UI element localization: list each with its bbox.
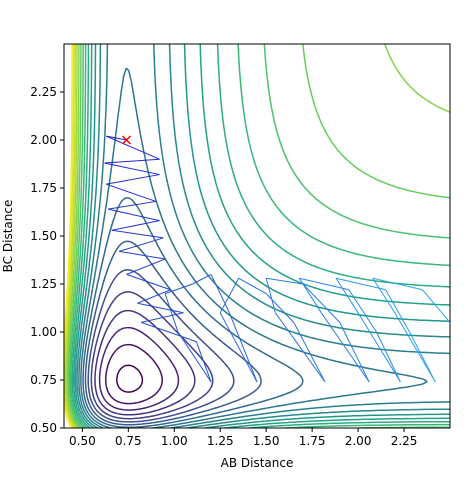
trajectory-segment [177,331,212,383]
y-tick-label: 2.00 [30,133,57,147]
trajectory-segment [298,277,322,314]
trajectory-segment [119,250,166,260]
trajectory-segment [228,312,258,383]
trajectory-segment [106,183,157,202]
contour-level-line [67,44,450,428]
trajectory-segment [335,277,386,291]
x-tick-label: 1.50 [253,434,280,448]
start-marker [121,135,132,145]
contour-level-line [104,343,163,405]
x-tick-label: 1.75 [299,434,326,448]
y-tick-label: 1.25 [30,277,57,291]
start-marker-stroke [121,135,132,145]
trajectory-segment [111,220,160,231]
trajectory-segment [210,274,230,314]
trajectory-segment [106,135,127,141]
trajectory-segment [118,237,164,252]
trajectory-path [104,135,450,383]
trajectory-segment [195,341,212,383]
trajectory-segment [111,229,164,239]
y-tick-label: 1.00 [30,325,57,339]
trajectory-segment [219,312,258,383]
contour-level-line [68,44,450,428]
trajectory-segment [219,278,240,314]
trajectory-segment [299,277,350,291]
contour-level-line [82,197,304,428]
y-tick-label: 1.50 [30,229,57,243]
contour-level-line [94,309,196,416]
contour-level-line [64,44,77,428]
trajectory-segment [164,283,193,295]
trajectory-segment [394,312,436,383]
trajectory-segment [335,277,359,314]
y-tick-label: 0.75 [30,373,57,387]
contour-level-line [71,44,450,428]
y-tick-label: 1.75 [30,181,57,195]
x-tick-label: 2.25 [391,434,418,448]
x-axis-label: AB Distance [221,456,294,470]
contour-level-line [70,44,450,428]
trajectory-segment [192,273,212,285]
x-tick-label: 0.75 [115,434,142,448]
trajectory-segment [265,278,276,313]
contour-level-line [74,44,450,428]
trajectory-segment [141,312,184,323]
y-axis-label: BC Distance [1,200,15,273]
contour-level-line [78,44,450,428]
x-tick-label: 2.00 [345,434,372,448]
trajectory-segment [376,331,401,383]
trajectory-segment [339,322,370,383]
x-tick-label: 0.50 [69,434,96,448]
y-tick-label: 2.25 [30,85,57,99]
x-tick-label: 1.25 [207,434,234,448]
trajectory-segment [126,258,166,275]
contour-level-line [66,44,450,428]
trajectory-segment [164,293,179,333]
trajectory-segment [320,312,370,383]
contour-level-line [90,291,214,420]
x-axis-ticks: 0.50 0.75 1.00 1.25 1.50 1.75 2.00 2.25 [69,428,417,448]
contour-level-line [84,240,262,426]
trajectory-segment [108,208,160,222]
trajectory-segment [422,289,450,323]
trajectory-segment [137,289,171,304]
y-tick-label: 0.50 [30,421,57,435]
trajectory-segment [126,273,171,291]
trajectory-segment [137,302,184,314]
trajectory-segment [274,312,326,383]
trajectory-segment [106,135,160,160]
trajectory-segment [385,289,410,333]
contour-level-line [116,364,144,393]
y-axis-ticks: 0.50 0.75 1.00 1.25 1.50 1.75 2.00 2.25 [30,85,64,435]
trajectory-segment [106,174,160,185]
contour-level-line [87,269,235,423]
trajectory-segment [293,322,326,383]
contour-level-line [72,44,450,428]
trajectory-segment [357,312,401,383]
trajectory-segment [238,277,267,295]
trajectory-segment [104,158,160,164]
trajectory-segment [348,289,377,333]
contour-level-line [98,326,180,411]
trajectory-segment [104,162,160,176]
trajectory-segment [266,277,304,285]
contour-lines [64,44,450,428]
contour-level-line [76,44,450,428]
trajectory-segment [372,277,423,291]
trajectory-segment [265,293,295,323]
trajectory-segment [372,277,396,314]
x-tick-label: 1.00 [161,434,188,448]
trajectory-segment [141,321,197,343]
trajectory-segment [302,283,341,323]
contour-level-line [65,44,78,428]
trajectory-segment [108,200,156,210]
